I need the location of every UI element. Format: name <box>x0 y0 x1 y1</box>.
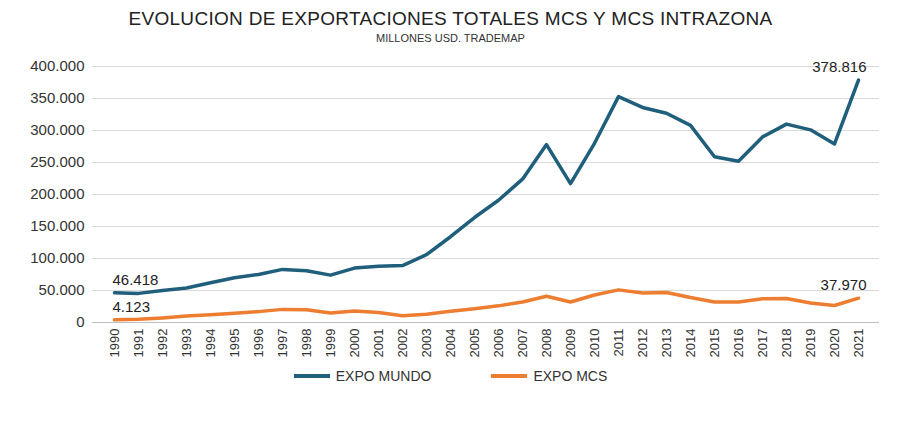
svg-text:1999: 1999 <box>323 329 338 358</box>
svg-text:2013: 2013 <box>659 329 674 358</box>
svg-text:1990: 1990 <box>107 329 122 358</box>
svg-text:400.000: 400.000 <box>30 57 84 74</box>
svg-text:2006: 2006 <box>491 329 506 358</box>
svg-text:378.816: 378.816 <box>812 58 866 75</box>
svg-text:100.000: 100.000 <box>30 249 84 266</box>
html-text:EXPO MUNDO: EXPO MUNDO <box>335 368 432 384</box>
svg-text:2010: 2010 <box>587 329 602 358</box>
svg-text:150.000: 150.000 <box>30 217 84 234</box>
svg-text:2020: 2020 <box>827 329 842 358</box>
svg-text:1996: 1996 <box>251 329 266 358</box>
svg-text:46.418: 46.418 <box>113 271 159 288</box>
svg-text:2009: 2009 <box>563 329 578 358</box>
svg-text:300.000: 300.000 <box>30 121 84 138</box>
svg-text:250.000: 250.000 <box>30 153 84 170</box>
svg-text:50.000: 50.000 <box>39 281 85 298</box>
svg-text:2008: 2008 <box>539 329 554 358</box>
svg-text:2007: 2007 <box>515 329 530 358</box>
html-text:EVOLUCION DE EXPORTACIONES TOT: EVOLUCION DE EXPORTACIONES TOTALES MCS Y… <box>128 8 773 29</box>
svg-text:37.970: 37.970 <box>821 276 867 293</box>
svg-text:1992: 1992 <box>155 329 170 358</box>
html-text:EXPO MCS: EXPO MCS <box>533 368 608 384</box>
svg-text:2005: 2005 <box>467 329 482 358</box>
svg-text:2016: 2016 <box>731 329 746 358</box>
svg-text:2003: 2003 <box>419 329 434 358</box>
svg-text:4.123: 4.123 <box>113 298 151 315</box>
svg-text:2018: 2018 <box>779 329 794 358</box>
svg-text:2017: 2017 <box>755 329 770 358</box>
svg-text:1994: 1994 <box>203 329 218 358</box>
svg-text:2015: 2015 <box>707 329 722 358</box>
svg-text:1995: 1995 <box>227 329 242 358</box>
svg-text:2000: 2000 <box>347 329 362 358</box>
svg-text:2004: 2004 <box>443 329 458 358</box>
svg-text:1993: 1993 <box>179 329 194 358</box>
html-text:MILLONES USD. TRADEMAP: MILLONES USD. TRADEMAP <box>376 32 525 44</box>
svg-text:2012: 2012 <box>635 329 650 358</box>
svg-text:350.000: 350.000 <box>30 89 84 106</box>
svg-text:200.000: 200.000 <box>30 185 84 202</box>
svg-text:1991: 1991 <box>131 329 146 358</box>
svg-text:2014: 2014 <box>683 329 698 358</box>
svg-text:2001: 2001 <box>371 329 386 358</box>
svg-text:0: 0 <box>76 313 84 330</box>
svg-text:2019: 2019 <box>803 329 818 358</box>
svg-text:2021: 2021 <box>851 329 866 358</box>
svg-text:2002: 2002 <box>395 329 410 358</box>
svg-text:2011: 2011 <box>611 329 626 357</box>
svg-text:1997: 1997 <box>275 329 290 358</box>
svg-text:1998: 1998 <box>299 329 314 358</box>
